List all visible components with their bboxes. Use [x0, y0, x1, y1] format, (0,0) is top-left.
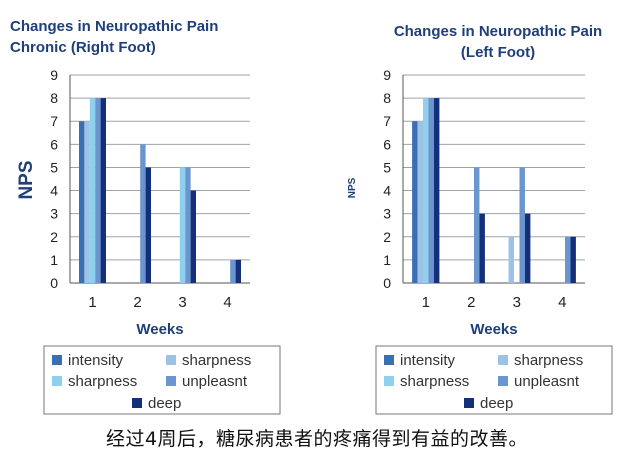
- legend-label: intensity: [68, 352, 124, 369]
- bar-deep: [190, 190, 196, 283]
- chart-title-line: Chronic (Right Foot): [10, 39, 156, 56]
- legend-label: unpleasnt: [514, 373, 580, 390]
- y-tick-label: 5: [383, 159, 391, 175]
- bar-deep: [100, 98, 106, 283]
- bar-sharpness: [423, 98, 429, 283]
- legend-swatch: [52, 376, 62, 386]
- y-tick-label: 8: [50, 90, 58, 106]
- y-axis-label: NPS: [16, 160, 37, 199]
- y-tick-label: 2: [50, 229, 58, 245]
- y-tick-label: 5: [50, 159, 58, 175]
- x-tick-label: 1: [88, 294, 96, 311]
- y-tick-label: 4: [50, 183, 58, 199]
- chinese-caption: 经过4周后，糖尿病患者的疼痛得到有益的改善。: [105, 428, 529, 450]
- legend-box: [43, 345, 281, 415]
- bar-deep: [524, 213, 531, 283]
- y-tick-label: 7: [50, 113, 58, 129]
- bar-unpleasnt: [140, 144, 146, 283]
- bar-intensity: [79, 121, 85, 283]
- x-tick-label: 4: [558, 294, 566, 311]
- legend-box: [375, 345, 613, 415]
- legend-swatch: [498, 376, 508, 386]
- y-tick-label: 3: [50, 206, 58, 222]
- y-tick-label: 8: [383, 90, 391, 106]
- legend-label: deep: [480, 395, 513, 412]
- legend-label: intensity: [400, 352, 456, 369]
- y-tick-label: 0: [50, 275, 58, 291]
- bar-sharpness: [508, 236, 515, 283]
- x-tick-label: 2: [133, 294, 141, 311]
- y-axis-label: NPS: [347, 177, 358, 198]
- x-axis-label: Weeks: [136, 321, 183, 338]
- x-tick-label: 2: [467, 294, 475, 311]
- legend-swatch: [166, 355, 176, 365]
- bar-sharpness: [89, 98, 96, 283]
- legend-label: sharpness: [514, 352, 583, 369]
- bar-unpleasnt: [185, 167, 191, 283]
- legend-label: sharpness: [182, 352, 251, 369]
- y-tick-label: 3: [383, 206, 391, 222]
- y-tick-label: 1: [383, 252, 391, 268]
- x-tick-label: 3: [178, 294, 186, 311]
- bar-deep: [145, 167, 151, 283]
- bar-intensity: [412, 121, 418, 283]
- chart-title-line: Changes in Neuropathic Pain: [10, 18, 218, 35]
- x-tick-label: 3: [513, 294, 521, 311]
- bar-unpleasnt: [95, 98, 101, 283]
- bar-unpleasnt: [564, 236, 571, 283]
- y-tick-label: 6: [50, 136, 58, 152]
- y-tick-label: 4: [383, 183, 391, 199]
- legend-swatch: [132, 398, 142, 408]
- legend-label: sharpness: [400, 373, 469, 390]
- bar-unpleasnt: [473, 167, 480, 283]
- chart-right-foot: Changes in Neuropathic Pain Chronic (Righ…: [10, 18, 281, 415]
- bar-sharpness: [179, 167, 186, 283]
- chart-title-line: Changes in Neuropathic Pain: [394, 23, 602, 40]
- x-axis-label: Weeks: [470, 321, 517, 338]
- legend-swatch: [464, 398, 474, 408]
- bar-sharpness: [84, 121, 90, 283]
- y-tick-label: 9: [383, 67, 391, 83]
- bar-deep: [479, 213, 485, 283]
- y-tick-label: 9: [50, 67, 58, 83]
- bar-unpleasnt: [428, 98, 434, 283]
- bar-sharpness: [417, 121, 424, 283]
- chart-title-line: (Left Foot): [461, 44, 535, 61]
- y-tick-label: 0: [383, 275, 391, 291]
- legend-swatch: [498, 355, 508, 365]
- legend-swatch: [166, 376, 176, 386]
- y-tick-label: 7: [383, 113, 391, 129]
- bar-deep: [570, 236, 576, 283]
- bar-unpleasnt: [519, 167, 525, 283]
- bar-deep: [235, 259, 241, 283]
- x-tick-label: 4: [223, 294, 231, 311]
- legend-swatch: [384, 355, 394, 365]
- bar-unpleasnt: [230, 259, 236, 283]
- y-tick-label: 6: [383, 136, 391, 152]
- legend-swatch: [52, 355, 62, 365]
- legend-label: deep: [148, 395, 181, 412]
- bar-deep: [433, 98, 440, 283]
- y-tick-label: 2: [383, 229, 391, 245]
- legend-swatch: [384, 376, 394, 386]
- x-tick-label: 1: [422, 294, 430, 311]
- y-tick-label: 1: [50, 252, 58, 268]
- chart-left-foot: Changes in Neuropathic Pain (Left Foot) 0 1…: [347, 23, 613, 415]
- legend-label: unpleasnt: [182, 373, 248, 390]
- legend-label: sharpness: [68, 373, 137, 390]
